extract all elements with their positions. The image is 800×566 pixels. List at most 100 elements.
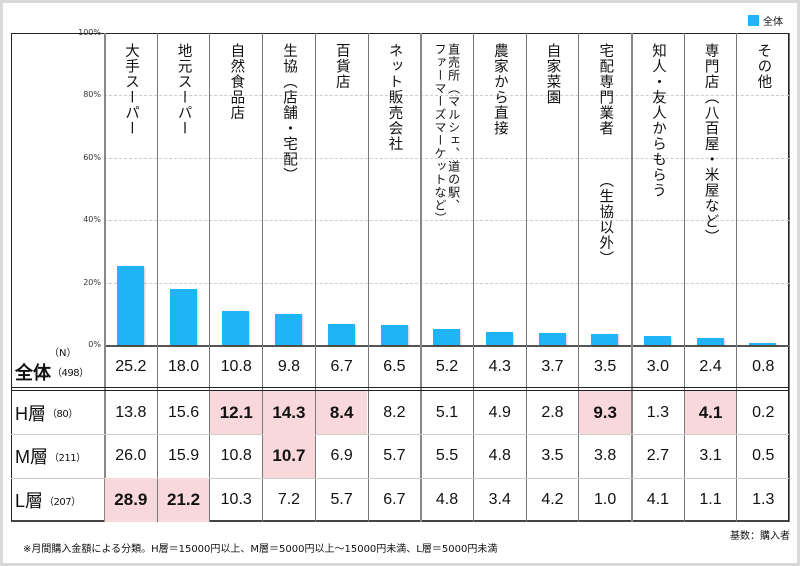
bar-5: [380, 324, 408, 345]
table-cell: 1.1: [699, 491, 722, 508]
row-divider: [11, 434, 789, 435]
bar-4: [327, 324, 355, 345]
table-cell: 4.9: [488, 403, 511, 421]
table-cell: 10.7: [263, 434, 315, 478]
table-cell: 1.0: [594, 491, 617, 508]
bar-1: [169, 288, 197, 345]
table-cell: 5.2: [435, 357, 459, 375]
legend-swatch: [748, 15, 759, 26]
row-label-text: H層: [15, 403, 46, 424]
table-cell: 13.8: [115, 403, 147, 421]
category-label-line: 農家から直接: [491, 43, 508, 136]
column-divider: [525, 33, 527, 522]
category-label: 宅配専門業者 （生協以外）: [578, 43, 631, 266]
table-cell: 6.7: [330, 357, 353, 375]
table-cell: 3.5: [541, 447, 564, 464]
table-cell: 8.2: [383, 403, 406, 421]
category-label-line: その他: [755, 43, 772, 90]
table-cell: 15.9: [167, 447, 200, 464]
gridline: [104, 95, 790, 97]
table-cell: 1.3: [646, 403, 669, 421]
table-cell: 15.6: [167, 403, 200, 421]
table-cell: 3.7: [541, 357, 564, 375]
row-label-text: L層: [15, 491, 44, 511]
bar-10: [644, 335, 671, 345]
column-divider: [789, 33, 791, 522]
row-label-text: M層: [15, 447, 48, 467]
n-label: （N）: [49, 348, 77, 359]
category-label: 生協（店舗・宅配）: [262, 43, 315, 183]
table-cell: 10.8: [220, 447, 252, 464]
category-label: 専門店（八百屋・米屋など）: [684, 43, 737, 245]
table-cell: 1.3: [752, 491, 775, 508]
category-label-line: 地元スーパー: [175, 43, 192, 136]
column-divider: [736, 33, 738, 522]
base-note: 基数：購入者: [730, 531, 790, 542]
bar-12: [749, 342, 777, 345]
table-cell: 3.4: [488, 491, 511, 508]
category-label: 百貨店: [315, 43, 368, 90]
table-cell: 9.3: [579, 391, 631, 434]
bar-9: [591, 334, 619, 345]
row-label-text: 全体: [15, 362, 51, 383]
chart-frame: [11, 33, 789, 522]
legend-label: 全体: [763, 17, 783, 28]
bar-2: [222, 311, 250, 345]
bar-7: [485, 331, 513, 345]
table-cell: 6.5: [383, 357, 406, 375]
column-divider: [631, 33, 633, 522]
row-n: （80）: [47, 409, 78, 420]
category-label-line: 専門店（八百屋・米屋など）: [702, 43, 719, 245]
category-label-line: ファーマーズマーケットなど）: [433, 43, 448, 225]
table-cell: 25.2: [115, 357, 147, 375]
bar-11: [696, 337, 724, 345]
column-divider: [420, 33, 423, 522]
bar-0: [117, 266, 144, 345]
category-label-line: 百貨店: [333, 43, 350, 90]
zero-line: [104, 345, 790, 347]
category-label: 自家菜園: [526, 43, 579, 105]
y-tick-label: 60%: [83, 152, 101, 162]
table-cell: 26.0: [115, 447, 147, 464]
table-cell: 5.1: [435, 403, 459, 421]
category-label-line: （生協以外）: [597, 173, 614, 266]
table-cell: 2.8: [541, 403, 564, 421]
category-label: 大手スーパー: [104, 43, 157, 136]
table-cell: 18.0: [167, 357, 200, 375]
table-cell: 4.1: [646, 491, 669, 508]
category-label: ネット販売会社: [368, 43, 421, 152]
y-tick-label: 40%: [83, 215, 101, 225]
table-cell: 4.8: [488, 447, 511, 464]
table-cell: 5.7: [383, 447, 406, 464]
table-cell: 0.2: [752, 403, 775, 421]
row-n: （211）: [49, 452, 86, 464]
category-label-line: 知人・友人からもらう: [649, 43, 666, 198]
legend: 全体: [748, 13, 783, 28]
table-cell: 14.3: [263, 391, 315, 434]
table-cell: 3.1: [699, 447, 722, 464]
category-label-line: 自家菜園: [544, 43, 561, 105]
gridline: [104, 282, 790, 284]
category-label: 直売所（マルシェ、道の駅、 ファーマーズマーケットなど）: [420, 43, 473, 225]
table-cell: 2.4: [699, 357, 722, 375]
y-tick-label: 0%: [88, 340, 101, 349]
column-divider: [104, 33, 106, 522]
column-divider: [367, 33, 369, 522]
table-cell: 3.5: [594, 357, 617, 375]
category-label-line: 直売所（マルシェ、道の駅、: [446, 43, 461, 212]
table-double-line: [11, 387, 789, 391]
y-tick-label: 80%: [83, 90, 101, 100]
bar-6: [433, 328, 461, 345]
table-cell: 2.7: [646, 447, 669, 464]
table-cell: 5.5: [435, 447, 459, 464]
column-divider: [209, 33, 211, 522]
column-divider: [683, 33, 685, 522]
gridline: [104, 157, 790, 159]
category-label: 農家から直接: [473, 43, 526, 136]
category-label: 地元スーパー: [157, 43, 210, 136]
row-n: （498）: [52, 368, 89, 379]
table-cell: 0.8: [752, 357, 775, 375]
table-cell: 0.5: [752, 447, 775, 464]
table-cell: 8.4: [315, 391, 368, 434]
